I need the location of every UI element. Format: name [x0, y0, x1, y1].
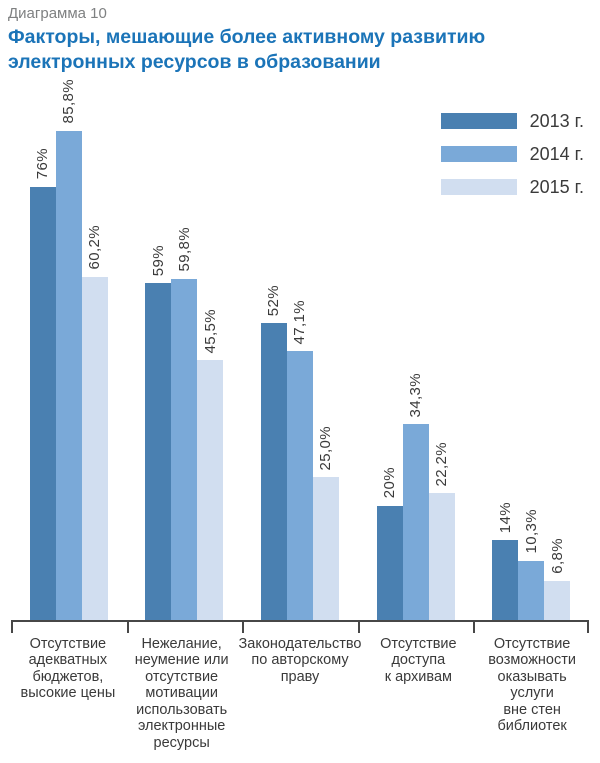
bar-2013-cat1 — [29, 186, 56, 620]
legend-label-2013: 2013 г. — [529, 110, 584, 131]
bar-column: 22,2% — [428, 441, 455, 620]
bar-column: 52% — [260, 285, 287, 620]
bar-column: 59% — [145, 245, 172, 620]
bar-2014-cat2 — [171, 278, 198, 620]
bar-value-label: 20% — [381, 467, 399, 499]
bar-value-label: 60,2% — [86, 225, 104, 270]
bar-column: 47,1% — [286, 299, 313, 620]
bar-group-2: 59% 59,8% 45,5% — [127, 227, 243, 620]
category-label-4: Отсутствие доступа к архивам — [380, 635, 457, 685]
bar-2014-cat3 — [286, 351, 313, 620]
bar-value-label: 47,1% — [291, 299, 309, 345]
bar-2015-cat5 — [544, 580, 571, 620]
bar-column: 85,8% — [55, 79, 82, 620]
diagram-number-label: Диаграмма 10 — [8, 5, 107, 22]
axis-tick — [242, 621, 245, 633]
legend: 2013 г. 2014 г. 2015 г. — [440, 110, 584, 210]
bar-value-label: 22,2% — [433, 441, 451, 487]
plot-area: 76% 85,8% 60,2% 59% 59,8% 45,5% 52% 47,1% 25,0% 2… — [8, 78, 592, 620]
bar-value-label: 14% — [496, 501, 514, 533]
bar-column: 25,0% — [312, 425, 339, 620]
legend-row-2014: 2014 г. — [440, 143, 584, 165]
category-labels: Отсутствие адекватных бюджетов, высокие … — [8, 636, 592, 752]
bar-value-label: 10,3% — [522, 509, 540, 554]
legend-swatch-2014 — [440, 146, 517, 163]
legend-label-2015: 2015 г. — [529, 176, 584, 197]
category-label-3: Законодательство по авторскому праву — [238, 635, 362, 685]
category-label-5: Отсутствие возможности оказывать услуги … — [488, 635, 576, 735]
bar-2015-cat4 — [428, 493, 455, 620]
bar-value-label: 6,8% — [548, 538, 566, 574]
legend-label-2014: 2014 г. — [529, 143, 584, 164]
bar-column: 10,3% — [518, 509, 545, 620]
axis-tick — [357, 621, 360, 633]
legend-row-2015: 2015 г. — [440, 176, 584, 198]
axis-tick — [473, 621, 476, 633]
bar-2013-cat3 — [260, 323, 287, 620]
bar-2013-cat2 — [145, 283, 172, 620]
bar-value-label: 52% — [265, 285, 283, 317]
bar-value-label: 59,8% — [175, 227, 193, 272]
bar-2014-cat5 — [518, 560, 545, 620]
legend-swatch-2015 — [440, 179, 517, 196]
bar-column: 34,3% — [402, 372, 429, 620]
bar-2015-cat3 — [312, 477, 339, 620]
bar-value-label: 34,3% — [407, 372, 425, 418]
bar-column: 20% — [376, 467, 403, 620]
bar-value-label: 85,8% — [60, 79, 78, 124]
bar-value-label: 76% — [34, 148, 52, 180]
bar-value-label: 45,5% — [201, 308, 219, 354]
bar-2014-cat1 — [55, 130, 82, 620]
bar-group-3: 52% 47,1% 25,0% — [242, 285, 358, 620]
bar-2013-cat4 — [376, 505, 403, 620]
bar-column: 14% — [492, 501, 519, 620]
bar-groups: 76% 85,8% 60,2% 59% 59,8% 45,5% 52% 47,1% 25,0% 2… — [8, 78, 592, 620]
category-label-2: Нежелание, неумение или отсутствие мотив… — [134, 635, 229, 751]
legend-row-2013: 2013 г. — [440, 110, 584, 132]
category-label-1: Отсутствие адекватных бюджетов, высокие … — [20, 635, 116, 702]
axis-tick — [126, 621, 129, 633]
bar-column: 60,2% — [81, 225, 108, 620]
bar-2015-cat1 — [81, 276, 108, 620]
bar-group-5: 14% 10,3% 6,8% — [473, 502, 589, 620]
bar-value-label: 59% — [149, 245, 167, 277]
bar-column: 59,8% — [171, 227, 198, 620]
bar-2015-cat2 — [197, 360, 224, 620]
bar-column: 45,5% — [197, 308, 224, 620]
bar-value-label: 25,0% — [317, 425, 335, 471]
axis-tick — [587, 621, 589, 633]
x-axis — [11, 619, 589, 635]
bar-column: 76% — [29, 148, 56, 620]
axis-tick — [11, 621, 13, 633]
legend-swatch-2013 — [440, 113, 517, 130]
bar-2013-cat5 — [492, 539, 519, 620]
bar-group-1: 76% 85,8% 60,2% — [11, 79, 127, 620]
bar-2014-cat4 — [402, 424, 429, 620]
chart-title: Факторы, мешающие более активному развит… — [8, 26, 486, 74]
bar-group-4: 20% 34,3% 22,2% — [358, 373, 474, 620]
bar-column: 6,8% — [544, 538, 571, 620]
